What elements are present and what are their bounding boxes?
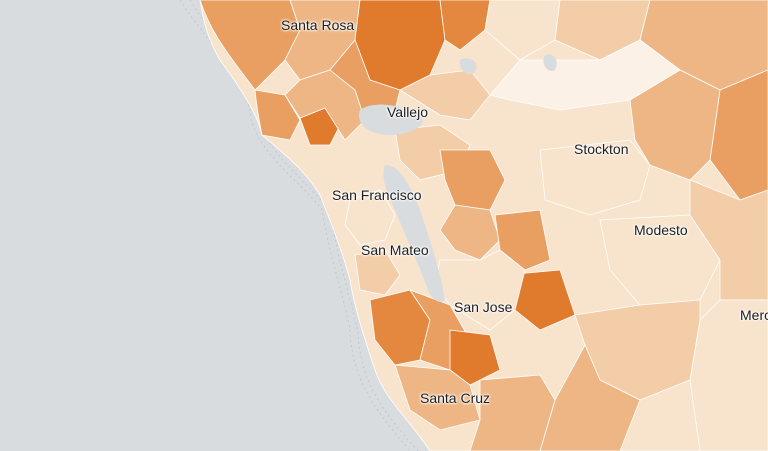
- bay-water: [359, 54, 557, 302]
- region[interactable]: [354, 249, 401, 296]
- region[interactable]: [254, 89, 301, 141]
- region[interactable]: [469, 374, 556, 451]
- region[interactable]: [489, 39, 681, 111]
- region[interactable]: [344, 189, 396, 246]
- region[interactable]: [439, 0, 491, 51]
- region[interactable]: [449, 329, 501, 386]
- region[interactable]: [539, 139, 651, 216]
- region[interactable]: [689, 299, 768, 451]
- region[interactable]: [629, 69, 721, 181]
- land-regions[interactable]: [199, 0, 768, 451]
- region[interactable]: [494, 209, 551, 271]
- region[interactable]: [484, 0, 561, 61]
